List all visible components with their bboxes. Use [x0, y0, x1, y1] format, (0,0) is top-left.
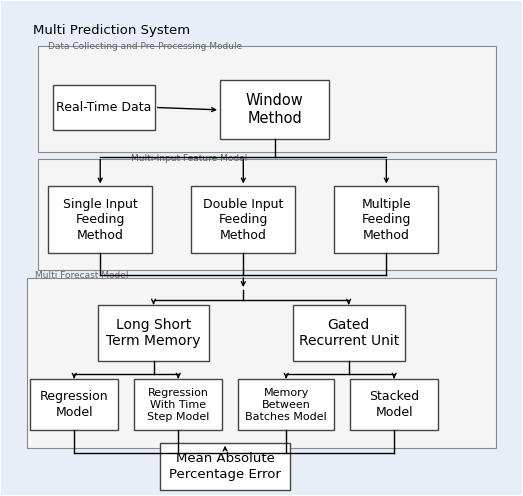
- FancyBboxPatch shape: [27, 278, 496, 448]
- Text: Window
Method: Window Method: [246, 93, 303, 126]
- Text: Long Short
Term Memory: Long Short Term Memory: [106, 318, 201, 349]
- FancyBboxPatch shape: [48, 186, 152, 253]
- FancyBboxPatch shape: [220, 80, 329, 139]
- FancyBboxPatch shape: [38, 46, 496, 152]
- Text: Data Collecting and Pre-Processing Module: Data Collecting and Pre-Processing Modul…: [48, 42, 243, 51]
- Text: Gated
Recurrent Unit: Gated Recurrent Unit: [299, 318, 399, 349]
- FancyBboxPatch shape: [134, 379, 222, 431]
- Text: Single Input
Feeding
Method: Single Input Feeding Method: [63, 197, 138, 242]
- Text: Real-Time Data: Real-Time Data: [56, 101, 152, 114]
- Text: Multi-Input Feature Model: Multi-Input Feature Model: [131, 154, 248, 163]
- FancyBboxPatch shape: [98, 305, 210, 362]
- FancyBboxPatch shape: [238, 379, 334, 431]
- Text: Memory
Between
Batches Model: Memory Between Batches Model: [245, 387, 327, 422]
- FancyBboxPatch shape: [160, 443, 290, 490]
- Text: Regression
With Time
Step Model: Regression With Time Step Model: [147, 387, 209, 422]
- Text: Multiple
Feeding
Method: Multiple Feeding Method: [361, 197, 411, 242]
- Text: Mean Absolute
Percentage Error: Mean Absolute Percentage Error: [169, 452, 281, 481]
- FancyBboxPatch shape: [38, 159, 496, 270]
- FancyBboxPatch shape: [53, 85, 155, 129]
- Text: Regression
Model: Regression Model: [40, 390, 109, 419]
- FancyBboxPatch shape: [334, 186, 438, 253]
- FancyBboxPatch shape: [30, 379, 118, 431]
- Text: Double Input
Feeding
Method: Double Input Feeding Method: [203, 197, 283, 242]
- FancyBboxPatch shape: [293, 305, 405, 362]
- Text: Stacked
Model: Stacked Model: [369, 390, 419, 419]
- FancyBboxPatch shape: [350, 379, 438, 431]
- Text: Multi Forecast Model: Multi Forecast Model: [35, 271, 129, 280]
- FancyBboxPatch shape: [191, 186, 295, 253]
- Text: Multi Prediction System: Multi Prediction System: [32, 24, 190, 37]
